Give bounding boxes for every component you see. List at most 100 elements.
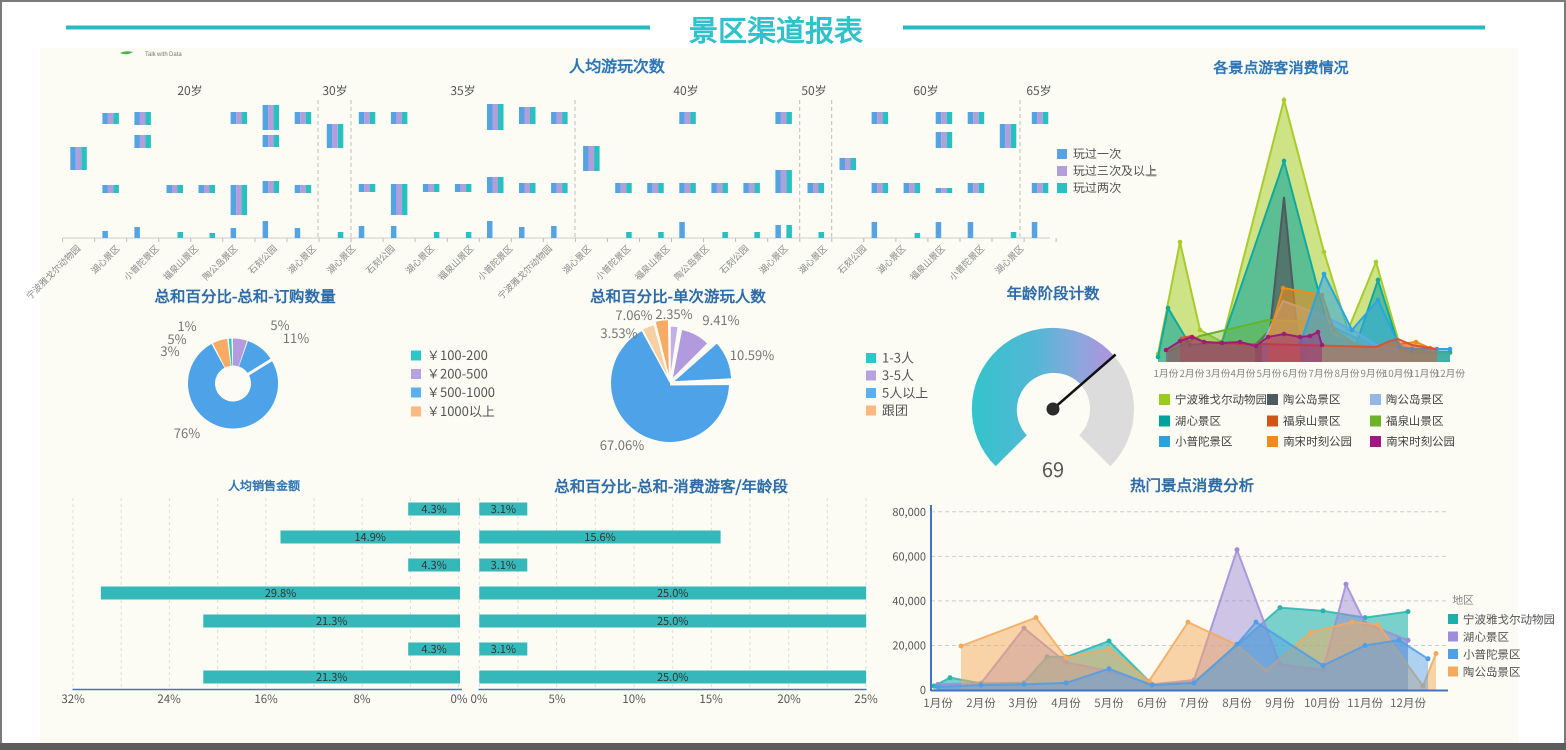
- svg-text:15.6%: 15.6%: [584, 529, 616, 545]
- svg-text:2月份: 2月份: [966, 695, 996, 711]
- svg-text:陶公岛景区: 陶公岛景区: [1386, 392, 1444, 408]
- svg-text:小普陀景区: 小普陀景区: [1463, 647, 1521, 663]
- svg-text:景区渠道报表: 景区渠道报表: [688, 8, 864, 50]
- svg-text:25%: 25%: [854, 691, 878, 707]
- svg-text:25.0%: 25.0%: [657, 613, 689, 629]
- svg-text:湖心景区: 湖心景区: [1175, 413, 1221, 429]
- svg-text:21.3%: 21.3%: [316, 613, 348, 629]
- svg-text:0%: 0%: [451, 691, 468, 707]
- svg-text:7.06%: 7.06%: [615, 305, 652, 324]
- svg-text:11月份: 11月份: [1347, 695, 1383, 711]
- svg-text:5%: 5%: [270, 315, 289, 334]
- svg-text:40,000: 40,000: [892, 593, 926, 609]
- svg-text:11%: 11%: [283, 328, 309, 347]
- svg-text:3-5人: 3-5人: [882, 365, 914, 384]
- svg-text:32%: 32%: [61, 691, 85, 707]
- svg-text:5月份: 5月份: [1256, 366, 1281, 380]
- svg-text:3.1%: 3.1%: [491, 641, 516, 657]
- svg-text:10%: 10%: [622, 691, 646, 707]
- svg-text:60岁: 60岁: [913, 82, 938, 99]
- svg-text:福泉山景区: 福泉山景区: [1386, 413, 1444, 429]
- svg-text:20,000: 20,000: [892, 638, 926, 654]
- svg-text:0: 0: [920, 682, 926, 698]
- svg-text:3.1%: 3.1%: [491, 557, 516, 573]
- svg-text:热门景点消费分析: 热门景点消费分析: [1129, 474, 1254, 496]
- svg-text:9月份: 9月份: [1265, 695, 1295, 711]
- svg-text:10月份: 10月份: [1383, 366, 1414, 380]
- svg-text:7月份: 7月份: [1179, 695, 1209, 711]
- svg-text:40岁: 40岁: [673, 82, 698, 99]
- svg-text:总和百分比-单次游玩人数: 总和百分比-单次游玩人数: [590, 285, 766, 307]
- svg-text:69: 69: [1042, 454, 1064, 483]
- svg-text:65岁: 65岁: [1026, 82, 1051, 99]
- svg-text:宁波雅戈尔动物园: 宁波雅戈尔动物园: [1463, 612, 1555, 628]
- svg-text:3%: 3%: [160, 341, 179, 360]
- svg-text:4月份: 4月份: [1051, 695, 1081, 711]
- svg-text:20岁: 20岁: [177, 82, 202, 99]
- svg-text:地区: 地区: [1452, 592, 1474, 608]
- svg-text:5月份: 5月份: [1094, 695, 1124, 711]
- svg-text:6月份: 6月份: [1137, 695, 1167, 711]
- svg-text:南宋时刻公园: 南宋时刻公园: [1386, 434, 1455, 450]
- svg-text:1%: 1%: [177, 316, 196, 335]
- svg-text:3月份: 3月份: [1008, 695, 1038, 711]
- svg-text:湖心景区: 湖心景区: [1463, 629, 1509, 645]
- svg-text:人均游玩次数: 人均游玩次数: [568, 53, 665, 77]
- svg-text:5%: 5%: [549, 691, 566, 707]
- svg-text:25.0%: 25.0%: [657, 669, 689, 685]
- svg-text:￥200-500: ￥200-500: [427, 364, 488, 383]
- svg-text:总和百分比-总和-订购数量: 总和百分比-总和-订购数量: [154, 285, 336, 307]
- svg-text:各景点游客消费情况: 各景点游客消费情况: [1212, 57, 1349, 78]
- svg-text:4月份: 4月份: [1230, 366, 1255, 380]
- svg-text:60,000: 60,000: [892, 548, 926, 564]
- svg-text:50岁: 50岁: [801, 82, 826, 99]
- svg-text:￥100-200: ￥100-200: [427, 345, 488, 364]
- svg-text:20%: 20%: [777, 691, 801, 707]
- svg-text:80,000: 80,000: [892, 504, 926, 520]
- svg-text:￥500-1000: ￥500-1000: [427, 382, 495, 401]
- svg-text:3.1%: 3.1%: [491, 501, 516, 517]
- svg-text:跟团: 跟团: [882, 400, 908, 419]
- svg-text:南宋时刻公园: 南宋时刻公园: [1283, 434, 1352, 450]
- svg-text:4.3%: 4.3%: [421, 557, 446, 573]
- svg-text:玩过两次: 玩过两次: [1073, 179, 1121, 196]
- svg-text:福泉山景区: 福泉山景区: [1283, 413, 1341, 429]
- svg-text:8月份: 8月份: [1334, 366, 1359, 380]
- svg-text:35岁: 35岁: [450, 82, 475, 99]
- svg-text:陶公岛景区: 陶公岛景区: [1283, 392, 1341, 408]
- svg-text:24%: 24%: [157, 691, 181, 707]
- svg-text:6月份: 6月份: [1282, 366, 1307, 380]
- svg-text:10.59%: 10.59%: [730, 345, 774, 364]
- svg-text:8月份: 8月份: [1222, 695, 1252, 711]
- svg-text:5人以上: 5人以上: [882, 383, 928, 402]
- svg-text:1月份: 1月份: [923, 695, 953, 711]
- svg-text:30岁: 30岁: [322, 82, 347, 99]
- svg-text:9月份: 9月份: [1360, 366, 1385, 380]
- svg-text:8%: 8%: [354, 691, 371, 707]
- svg-text:玩过一次: 玩过一次: [1073, 145, 1121, 162]
- svg-text:21.3%: 21.3%: [316, 669, 348, 685]
- svg-text:￥1000以上: ￥1000以上: [427, 401, 495, 420]
- svg-text:3月份: 3月份: [1205, 366, 1230, 380]
- svg-text:上: 上: [1146, 164, 1157, 180]
- svg-text:0%: 0%: [471, 691, 488, 707]
- svg-text:玩过三次及以上: 玩过三次及以上: [1073, 162, 1157, 179]
- svg-text:12月份: 12月份: [1390, 695, 1426, 711]
- svg-text:陶公岛景区: 陶公岛景区: [1463, 664, 1521, 680]
- svg-text:小普陀景区: 小普陀景区: [1175, 434, 1233, 450]
- svg-text:1月份: 1月份: [1153, 366, 1178, 380]
- svg-text:Talk with Data: Talk with Data: [145, 49, 182, 58]
- svg-text:10月份: 10月份: [1304, 695, 1340, 711]
- svg-text:2.35%: 2.35%: [655, 304, 692, 323]
- svg-text:11月份: 11月份: [1409, 366, 1440, 380]
- svg-text:14.9%: 14.9%: [354, 529, 386, 545]
- svg-text:宁波雅戈尔动物园: 宁波雅戈尔动物园: [1175, 392, 1267, 408]
- svg-text:3.53%: 3.53%: [600, 323, 637, 342]
- svg-text:76%: 76%: [174, 423, 200, 442]
- svg-text:年龄阶段计数: 年龄阶段计数: [1005, 282, 1100, 304]
- svg-text:67.06%: 67.06%: [600, 435, 644, 454]
- svg-text:人均销售金额: 人均销售金额: [227, 477, 301, 494]
- svg-text:15%: 15%: [699, 691, 723, 707]
- svg-text:4.3%: 4.3%: [421, 501, 446, 517]
- svg-text:1-3人: 1-3人: [882, 348, 914, 367]
